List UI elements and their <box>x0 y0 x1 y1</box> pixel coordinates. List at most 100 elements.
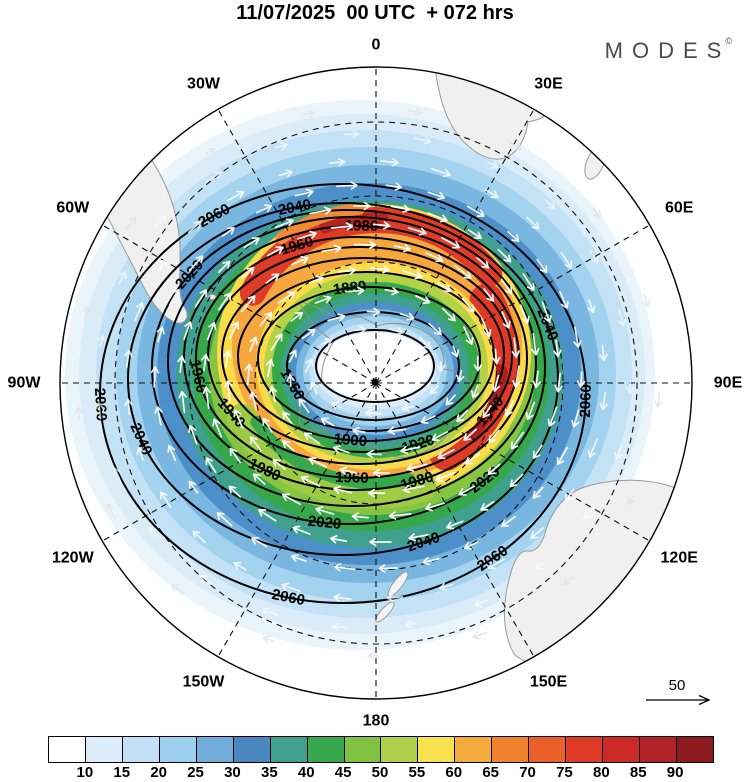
wind-arrow <box>249 436 262 452</box>
antarctica-coastline <box>298 301 475 458</box>
wind-arrow <box>221 226 235 237</box>
wind-arrow <box>509 473 524 488</box>
wind-arrow <box>136 446 145 461</box>
wind-arrow <box>233 561 248 571</box>
wind-arrow <box>420 415 436 424</box>
colorbar-tick: 65 <box>482 764 499 781</box>
wind-arrow <box>201 353 210 372</box>
wind-arrow <box>332 445 350 454</box>
wind-arrow <box>282 440 295 452</box>
wind-arrow <box>472 631 488 640</box>
wind-arrow <box>294 188 314 197</box>
island <box>638 201 644 207</box>
wind-arrow <box>564 488 575 502</box>
contour-1940 <box>207 246 513 465</box>
lon-label-180: 180 <box>363 713 390 730</box>
wind-arrow <box>532 486 544 499</box>
wind-arrow <box>512 365 521 388</box>
tasmania <box>538 660 552 672</box>
wind-arrow <box>506 140 523 151</box>
lon-label-90E: 90E <box>714 375 743 392</box>
wind-arrow <box>228 485 242 498</box>
wind-arrow <box>205 457 217 474</box>
colorbar-tick: 30 <box>224 764 241 781</box>
wind-arrow <box>428 322 442 336</box>
wind-arrow <box>244 363 254 386</box>
wind-arrow <box>74 406 83 420</box>
wind-arrow <box>364 408 382 418</box>
wind-arrow <box>229 321 240 340</box>
wind-arrow <box>386 593 404 602</box>
wind-arrow <box>435 471 455 483</box>
wind-arrow <box>272 458 286 470</box>
wind-arrow <box>343 129 360 139</box>
wind-arrow <box>178 390 187 414</box>
wind-arrow <box>240 295 256 313</box>
wind-arrow <box>134 302 145 322</box>
wind-arrow <box>526 216 540 230</box>
wind-arrow <box>183 321 193 340</box>
contour-1980 <box>183 225 528 491</box>
wind-arrow <box>573 326 582 348</box>
wind-arrow <box>654 391 663 409</box>
colorbar-cell <box>565 737 603 762</box>
wind-arrow <box>408 533 429 542</box>
wind-arrow <box>327 313 346 322</box>
colorbar-tick: 20 <box>150 764 167 781</box>
contour-label: 1980 <box>345 217 379 235</box>
wind-arrow <box>427 191 446 201</box>
wind-arrow <box>171 583 184 595</box>
wind-arrow <box>372 221 391 230</box>
wind-arrow <box>286 374 295 387</box>
wind-arrow <box>558 290 569 310</box>
wind-arrow <box>474 599 488 608</box>
wind-arrow <box>482 404 492 419</box>
colorbar-cell <box>158 737 196 762</box>
lon-label-120E: 120E <box>661 550 699 567</box>
wind-arrow <box>522 273 535 291</box>
wind-arrow <box>401 269 423 280</box>
wind-arrow <box>466 205 485 218</box>
wind-arrow <box>507 230 520 243</box>
wind-arrow <box>385 182 403 191</box>
reference-arrow-head <box>698 694 711 706</box>
wind-arrow <box>301 109 316 118</box>
wind-arrow <box>589 249 599 264</box>
wind-arrow <box>353 240 377 250</box>
wind-arrow <box>281 582 301 593</box>
wind-arrow <box>330 401 342 410</box>
wind-arrow <box>445 394 456 406</box>
wind-arrows <box>74 107 663 661</box>
wind-arrow <box>599 391 608 411</box>
colorbar-tick: 45 <box>334 764 352 781</box>
reference-arrow: 50 <box>646 677 711 706</box>
wind-arrow <box>262 417 273 433</box>
wind-arrow <box>547 406 558 427</box>
wind-arrow <box>332 622 347 632</box>
wind-arrow <box>532 444 543 459</box>
wind-arrow <box>270 333 283 351</box>
wind-arrow <box>442 307 456 322</box>
wind-arrow <box>292 525 311 535</box>
wind-arrow <box>422 557 440 566</box>
wind-arrow <box>370 265 390 274</box>
wind-arrow <box>320 417 335 427</box>
lon-label-60W: 60W <box>56 199 90 216</box>
wind-arrow <box>333 485 353 495</box>
wind-arrow <box>471 384 479 399</box>
wind-arrow <box>333 563 356 572</box>
wind-arrow <box>366 449 382 459</box>
wind-arrow <box>407 227 427 236</box>
wind-arrow <box>321 244 342 254</box>
wind-arrow <box>451 345 460 358</box>
lon-label-120W: 120W <box>52 550 95 567</box>
wind-arrow <box>401 403 416 412</box>
contour-2000 <box>167 216 537 507</box>
wind-arrow <box>535 561 546 571</box>
height-contours <box>99 183 587 604</box>
pole-marker <box>371 378 379 386</box>
colorbar-tick: 55 <box>408 764 426 781</box>
wind-arrow <box>554 372 563 393</box>
wind-arrow <box>400 445 421 455</box>
wind-arrow <box>330 222 354 231</box>
